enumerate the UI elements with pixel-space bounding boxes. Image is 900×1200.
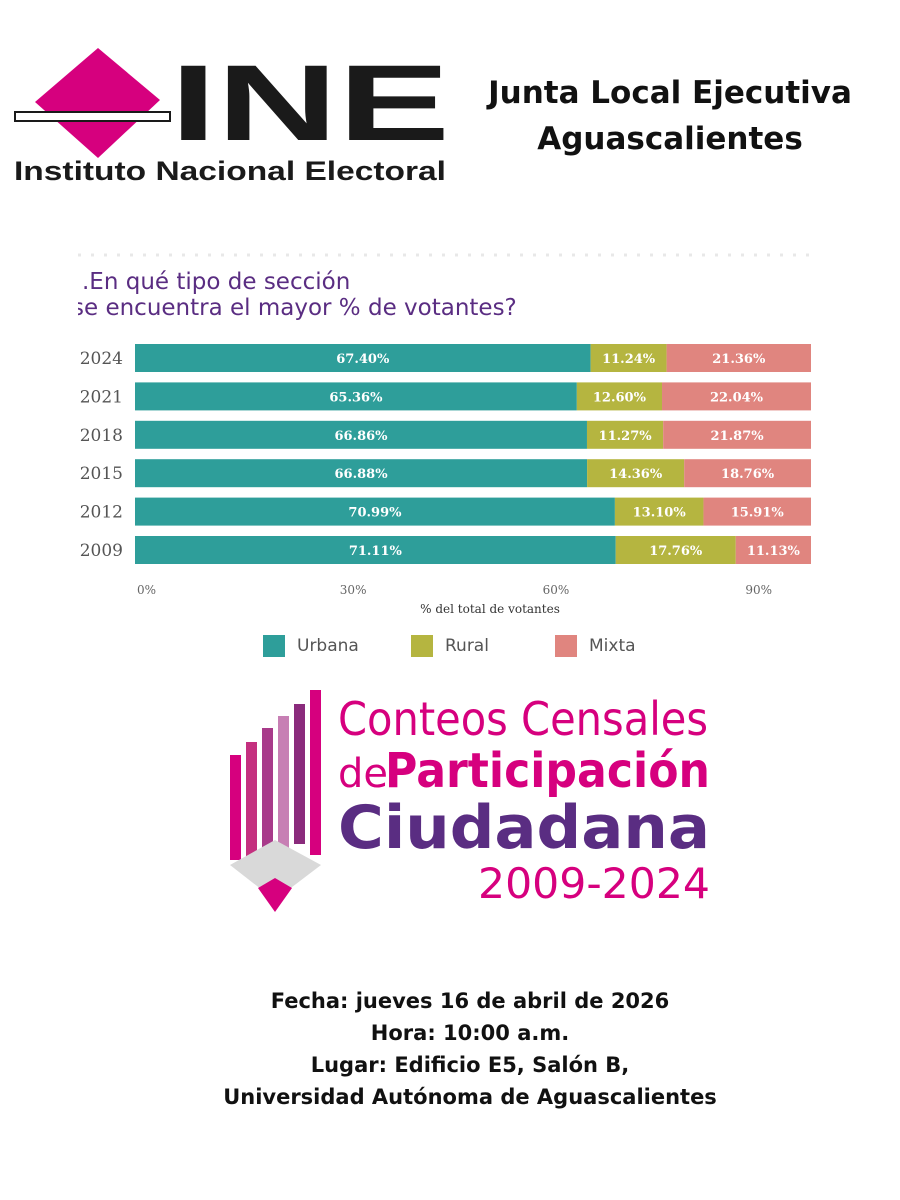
category-label-2009: 2009 xyxy=(80,541,123,561)
chart-title-line2: se encuentra el mayor % de votantes? xyxy=(78,295,517,321)
data-label-rural-2024: 11.24% xyxy=(602,352,656,367)
data-label-rural-2012: 13.10% xyxy=(633,506,687,521)
x-tick-label-0: 0% xyxy=(137,583,156,597)
data-label-rural-2018: 11.27% xyxy=(599,429,653,444)
data-label-mixta-2021: 22.04% xyxy=(710,390,764,405)
category-label-2021: 2021 xyxy=(80,387,123,407)
ine-logo: INE Instituto Nacional Electoral xyxy=(14,42,450,186)
bar-mixta-2024 xyxy=(666,344,811,372)
ine-logo-letters: INE xyxy=(170,42,450,163)
x-tick-label-60: 60% xyxy=(543,583,570,597)
event-fecha: Fecha: jueves 16 de abril de 2026 xyxy=(270,989,670,1013)
category-label-2012: 2012 xyxy=(80,503,123,523)
legend-item-urbana: Urbana xyxy=(263,635,359,657)
bar-urbana-2021 xyxy=(135,382,577,411)
chart-legend: Urbana Rural Mixta xyxy=(263,635,683,665)
conteos-line2-main: Participación xyxy=(385,743,710,799)
conteos-line2-prefix: de xyxy=(338,751,388,797)
data-label-rural-2021: 12.60% xyxy=(593,390,647,405)
event-universidad: Universidad Autónoma de Aguascalientes xyxy=(223,1085,717,1109)
event-hora: Hora: 10:00 a.m. xyxy=(370,1021,570,1045)
conteos-line3: Ciudadana xyxy=(338,793,710,863)
data-label-mixta-2015: 18.76% xyxy=(721,467,775,482)
category-label-2015: 2015 xyxy=(80,464,123,484)
event-lugar: Lugar: Edificio E5, Salón B, xyxy=(310,1053,630,1077)
bar-rural-2015 xyxy=(587,459,685,488)
ine-logo-subtitle: Instituto Nacional Electoral xyxy=(14,156,446,186)
bar-rural-2012 xyxy=(614,497,704,526)
bars-layer: 2024 67.40% 11.24% 21.36% 2021 65.36% 12.60% 22… xyxy=(80,344,811,564)
data-label-mixta-2009: 11.13% xyxy=(747,544,801,559)
bar-mixta-2015 xyxy=(684,459,811,488)
legend-swatch-mixta xyxy=(555,635,577,657)
pencil-bars-icon xyxy=(230,690,321,912)
legend-swatch-urbana xyxy=(263,635,285,657)
legend-label-rural: Rural xyxy=(445,636,489,656)
bar-urbana-2015 xyxy=(135,459,588,488)
bar-rural-2018 xyxy=(586,420,664,449)
data-label-urbana-2009: 71.11% xyxy=(349,544,403,559)
bar-mixta-2012 xyxy=(703,497,811,526)
conteos-censales-logo: Conteos Censales de Participación Ciudad… xyxy=(230,690,710,912)
legend-label-mixta: Mixta xyxy=(589,636,636,656)
chart-card: .En qué tipo de sección se encuentra el … xyxy=(78,245,818,675)
data-label-urbana-2015: 66.88% xyxy=(335,467,389,482)
bar-rural-2021 xyxy=(576,382,663,411)
bar-rural-2024 xyxy=(590,344,667,372)
event-info: Fecha: jueves 16 de abril de 2026 Hora: … xyxy=(150,985,790,1113)
ine-ballot-icon xyxy=(35,48,160,158)
legend-item-rural: Rural xyxy=(411,635,489,657)
header-title-line1: Junta Local Ejecutiva xyxy=(488,75,852,111)
chart-title-line1: .En qué tipo de sección xyxy=(82,269,350,295)
x-tick-label-30: 30% xyxy=(340,583,367,597)
data-label-urbana-2018: 66.86% xyxy=(334,429,388,444)
bar-urbana-2012 xyxy=(135,497,615,526)
category-label-2018: 2018 xyxy=(80,426,123,446)
bar-urbana-2009 xyxy=(135,536,616,564)
header-title: Junta Local Ejecutiva Aguascalientes xyxy=(470,70,870,162)
data-label-urbana-2024: 67.40% xyxy=(336,352,390,367)
data-label-rural-2015: 14.36% xyxy=(609,467,663,482)
x-axis-label: % del total de votantes xyxy=(420,602,560,616)
data-label-urbana-2012: 70.99% xyxy=(348,506,402,521)
legend-label-urbana: Urbana xyxy=(297,636,359,656)
data-label-rural-2009: 17.76% xyxy=(649,544,703,559)
bar-mixta-2009 xyxy=(735,536,811,564)
x-axis: 0% 30% 60% 90% xyxy=(137,583,772,597)
bar-mixta-2018 xyxy=(663,420,811,449)
bar-urbana-2018 xyxy=(135,420,587,449)
legend-swatch-rural xyxy=(411,635,433,657)
data-label-mixta-2024: 21.36% xyxy=(712,352,766,367)
bar-rural-2009 xyxy=(615,536,736,564)
stacked-bar-chart: .En qué tipo de sección se encuentra el … xyxy=(78,253,813,616)
bar-mixta-2021 xyxy=(662,382,811,411)
conteos-years: 2009-2024 xyxy=(478,859,710,908)
ine-ballot-box-slot xyxy=(14,111,171,122)
data-label-urbana-2021: 65.36% xyxy=(329,390,383,405)
legend-item-mixta: Mixta xyxy=(555,635,636,657)
conteos-line1: Conteos Censales xyxy=(338,692,708,746)
category-label-2024: 2024 xyxy=(80,349,123,369)
x-tick-label-90: 90% xyxy=(745,583,772,597)
data-label-mixta-2018: 21.87% xyxy=(711,429,765,444)
bar-urbana-2024 xyxy=(135,344,591,372)
data-label-mixta-2012: 15.91% xyxy=(731,506,785,521)
header-title-line2: Aguascalientes xyxy=(537,121,803,157)
